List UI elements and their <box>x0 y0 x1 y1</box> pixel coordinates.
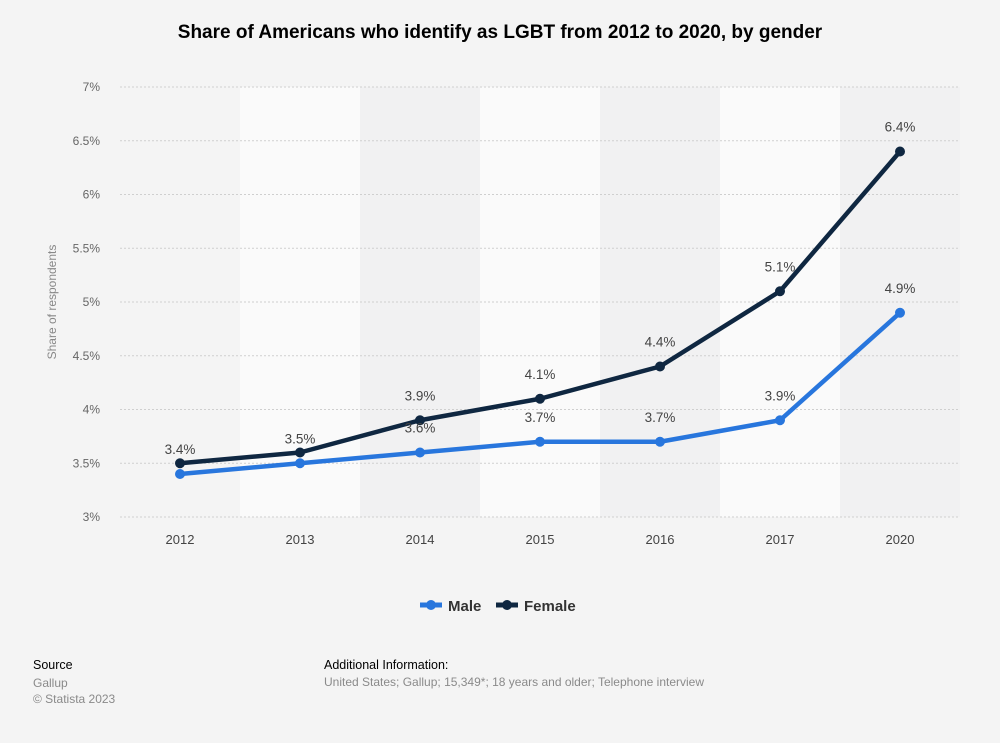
x-tick-label: 2012 <box>166 532 195 547</box>
data-point-female <box>895 146 905 157</box>
data-point-female <box>535 393 545 404</box>
data-label-male: 3.7% <box>525 410 556 425</box>
data-point-female <box>175 458 185 469</box>
data-point-female <box>655 361 665 372</box>
data-label-male: 3.9% <box>765 388 796 403</box>
data-label-male: 3.7% <box>645 410 676 425</box>
data-label-male: 3.6% <box>405 421 436 436</box>
line-chart: 3% 3.5% 4% 4.5% 5% 5.5% 6% 6.5% 7% Share of respo… <box>45 80 960 615</box>
data-label-male: 3.5% <box>285 431 316 446</box>
x-tick-label: 2016 <box>646 532 675 547</box>
data-label-female: 4.4% <box>645 335 676 350</box>
x-tick-label: 2014 <box>406 532 435 547</box>
data-point-male <box>175 469 185 479</box>
data-label-female: 3.9% <box>405 388 436 403</box>
data-point-female <box>295 447 305 458</box>
y-tick-label: 4.5% <box>73 349 101 363</box>
y-tick-label: 7% <box>83 80 101 94</box>
data-label-female: 4.1% <box>525 367 556 382</box>
y-tick-label: 4% <box>83 403 101 417</box>
legend-marker-male <box>426 600 436 610</box>
data-point-male <box>295 458 305 469</box>
y-tick-label: 6% <box>83 188 101 202</box>
source-block: Gallup © Statista 2023 <box>33 675 115 707</box>
x-tick-label: 2015 <box>526 532 555 547</box>
data-point-male <box>655 436 665 447</box>
data-point-female <box>415 415 425 426</box>
additional-info-text: United States; Gallup; 15,349*; 18 years… <box>324 675 705 689</box>
y-tick-label: 5% <box>83 295 101 309</box>
data-point-female <box>775 286 785 297</box>
x-tick-label: 2013 <box>286 532 315 547</box>
copyright: © Statista 2023 <box>33 692 116 706</box>
y-tick-label: 6.5% <box>73 134 101 148</box>
data-label-male: 3.4% <box>165 442 196 457</box>
legend-label-female: Female <box>524 598 576 615</box>
chart-title: Share of Americans who identify as LGBT … <box>177 22 823 43</box>
y-tick-label: 3.5% <box>73 456 101 470</box>
data-label-female: 5.1% <box>765 259 796 274</box>
legend-label-male: Male <box>448 598 481 615</box>
y-axis-label: Share of respondents <box>45 245 59 360</box>
data-point-male <box>535 436 545 447</box>
data-point-male <box>775 415 785 426</box>
x-tick-label: 2020 <box>886 532 915 547</box>
y-tick-label: 3% <box>83 510 101 524</box>
source-name: Gallup <box>33 676 68 690</box>
x-tick-label: 2017 <box>766 532 795 547</box>
data-point-male <box>415 447 425 458</box>
source-heading: Source <box>33 658 73 672</box>
data-label-male: 4.9% <box>885 281 916 296</box>
data-point-male <box>895 307 905 318</box>
y-tick-label: 5.5% <box>73 241 101 255</box>
data-label-female: 6.4% <box>885 120 916 135</box>
additional-info-heading: Additional Information: <box>324 658 449 672</box>
legend-marker-female <box>502 600 512 610</box>
